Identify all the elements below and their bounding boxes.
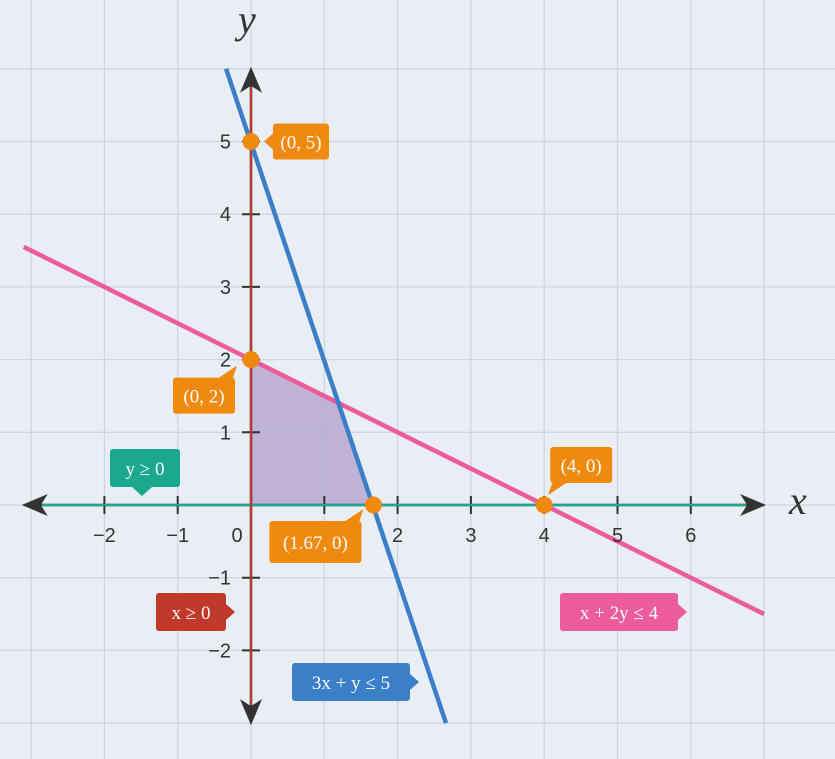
y-tick-label: 2 <box>220 350 231 372</box>
x-tick-label: 3 <box>465 525 476 547</box>
callout-label: (4, 0) <box>561 456 602 477</box>
point-label-0-2: (0, 2) <box>173 365 237 414</box>
callouts: (0, 5)(0, 2)(1.67, 0)(4, 0)y ≥ 0x ≥ 03x … <box>110 123 687 701</box>
x-tick-label: −2 <box>93 525 116 547</box>
x-axis-title: x <box>788 478 807 523</box>
point-marker <box>364 496 382 514</box>
callout-box <box>292 663 410 701</box>
callout-pointer <box>678 604 687 620</box>
series-label-x-nonneg: x ≥ 0 <box>156 593 235 631</box>
y-axis-arrow-bottom <box>240 699 262 726</box>
callout-pointer <box>132 487 152 496</box>
feasible-region <box>251 359 374 505</box>
point-marker <box>242 133 260 150</box>
y-tick-label: 5 <box>220 132 231 154</box>
y-axis-title: y <box>234 0 256 42</box>
callout-label: y ≥ 0 <box>126 459 165 480</box>
callout-box <box>560 593 678 631</box>
x-axis-arrow-left <box>21 494 48 516</box>
callout-label: x + 2y ≤ 4 <box>580 603 659 624</box>
feasible-region-polygon <box>251 359 374 505</box>
point-label-4-0: (4, 0) <box>548 447 613 495</box>
series-label-blue: 3x + y ≤ 5 <box>292 663 419 701</box>
series-line-constraint-pink <box>22 244 766 617</box>
y-tick-label: 4 <box>220 204 231 226</box>
callout-pointer <box>264 133 273 150</box>
callout-box <box>173 377 235 414</box>
x-tick-label: 6 <box>685 525 696 547</box>
y-tick-label: 3 <box>220 277 231 299</box>
callout-box <box>110 449 180 487</box>
callout-pointer <box>410 674 419 690</box>
x-tick-label: 0 <box>231 525 242 547</box>
x-tick-label: −1 <box>166 525 189 547</box>
y-axis-arrow-top <box>240 66 262 93</box>
callout-label: (0, 5) <box>280 133 321 154</box>
x-tick-label: 4 <box>539 525 550 547</box>
x-tick-label: 5 <box>612 525 623 547</box>
y-tick-label: −1 <box>208 568 231 590</box>
callout-label: (0, 2) <box>183 387 224 408</box>
callout-box <box>550 447 613 483</box>
callout-label: x ≥ 0 <box>172 603 211 624</box>
callout-box <box>269 521 362 563</box>
series-line-constraint-blue <box>223 68 449 724</box>
point-label-0-5: (0, 5) <box>264 123 329 160</box>
series-label-y-nonneg: y ≥ 0 <box>110 449 180 496</box>
x-axis-arrow-right <box>740 494 767 516</box>
y-tick-label: −2 <box>208 640 231 662</box>
x-tick-label: 2 <box>392 525 403 547</box>
points <box>242 133 553 514</box>
callout-box <box>156 593 226 631</box>
point-label-1-67-0: (1.67, 0) <box>269 509 364 563</box>
callout-pointer <box>226 604 235 620</box>
callout-pointer <box>345 509 364 521</box>
series-lines <box>22 68 766 724</box>
callout-pointer <box>548 483 567 495</box>
series-label-pink: x + 2y ≤ 4 <box>560 593 687 631</box>
callout-box <box>273 123 329 160</box>
point-marker <box>535 496 553 514</box>
callout-label: (1.67, 0) <box>283 533 348 554</box>
y-tick-label: 1 <box>220 422 231 444</box>
point-marker <box>242 351 260 369</box>
callout-label: 3x + y ≤ 5 <box>312 673 390 694</box>
callout-pointer <box>219 365 237 378</box>
